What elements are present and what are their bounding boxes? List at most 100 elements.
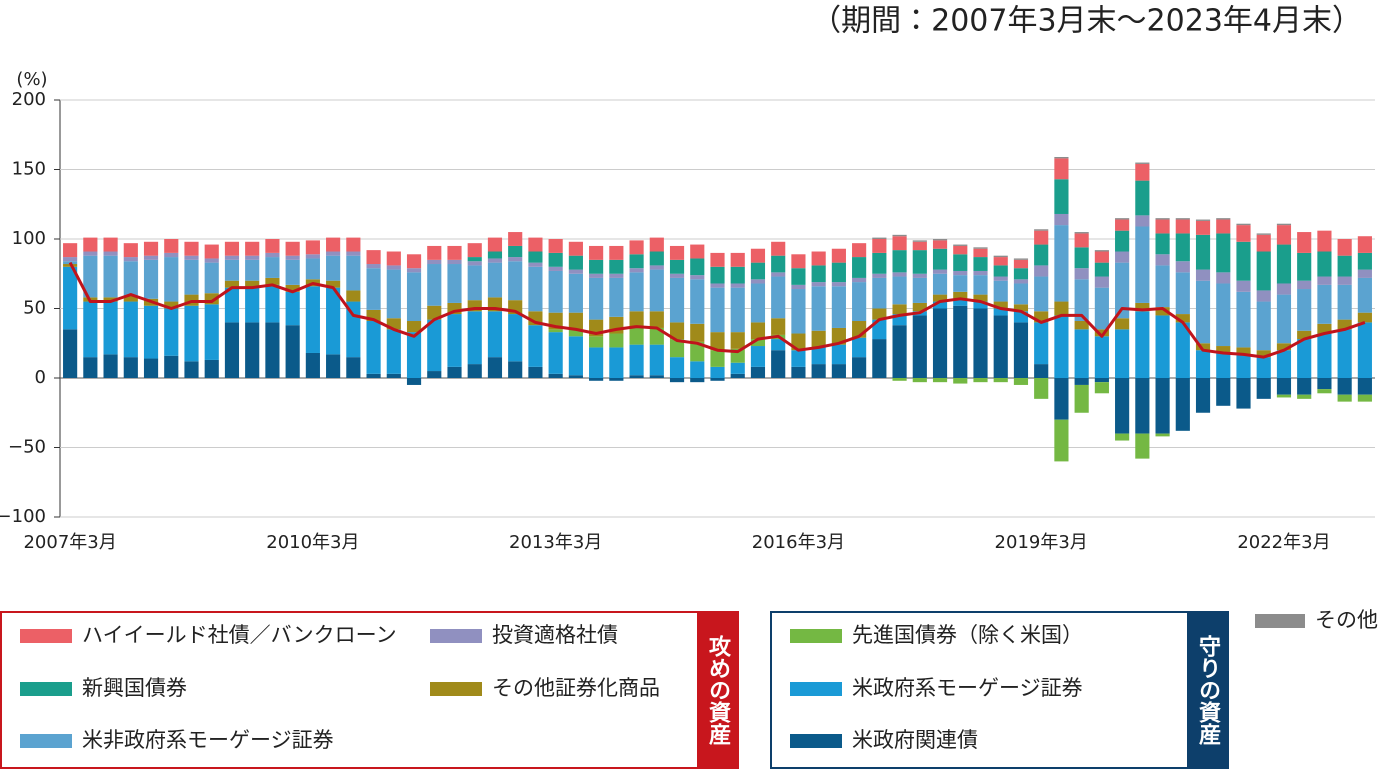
bar-segment	[508, 257, 523, 262]
bar-segment	[204, 262, 219, 294]
bar-segment	[548, 332, 563, 374]
bar-segment	[993, 255, 1008, 258]
bar-segment	[1135, 378, 1150, 434]
bar-segment	[690, 323, 705, 342]
legend-group-label: 守りの資産	[1195, 635, 1221, 746]
bar-segment	[1337, 329, 1352, 378]
bar-segment	[1115, 218, 1130, 220]
bar-segment	[447, 259, 462, 265]
bar-segment	[831, 286, 846, 328]
bar-segment	[1276, 223, 1292, 226]
bar-segment	[973, 308, 988, 378]
bar-segment	[1357, 252, 1372, 270]
bar-segment	[1054, 419, 1069, 462]
bar-segment	[1175, 219, 1190, 234]
bar-segment	[750, 279, 766, 284]
bar-segment	[1115, 329, 1130, 378]
bar-segment	[487, 262, 503, 298]
bar-segment	[669, 245, 685, 260]
legend-swatch	[20, 629, 72, 643]
y-tick-label: 50	[23, 298, 46, 319]
bar-segment	[265, 322, 280, 378]
bar-segment	[872, 273, 887, 278]
bar-segment	[386, 269, 401, 319]
bar-segment	[649, 311, 664, 328]
bar-segment	[1256, 290, 1271, 302]
y-tick-label: 0	[35, 367, 46, 388]
bar-segment	[326, 251, 341, 256]
bar-segment	[1297, 394, 1312, 399]
bar-segment	[1216, 218, 1231, 220]
bar-segment	[1317, 333, 1332, 378]
bar-segment	[508, 261, 523, 301]
bar-segment	[609, 378, 624, 381]
bar-segment	[1013, 279, 1029, 284]
bar-segment	[1115, 318, 1130, 330]
bar-segment	[1054, 315, 1069, 378]
bar-segment	[629, 344, 644, 376]
bar-segment	[568, 375, 583, 378]
bar-segment	[750, 339, 766, 347]
bar-segment	[892, 234, 907, 237]
bar-segment	[265, 239, 280, 253]
bar-segment	[548, 329, 563, 333]
bar-segment	[346, 290, 361, 302]
bar-segment	[346, 251, 361, 256]
bar-segment	[224, 287, 240, 323]
bar-segment	[730, 283, 745, 288]
bar-segment	[912, 240, 927, 242]
bar-segment	[103, 251, 118, 256]
bar-segment	[953, 275, 968, 292]
bar-segment	[831, 327, 846, 345]
bar-segment	[973, 301, 988, 309]
bar-segment	[1054, 378, 1069, 420]
bar-segment	[245, 241, 260, 256]
bar-segment	[872, 308, 887, 320]
legend-group-label: 攻めの資産	[705, 634, 731, 746]
bar-segment	[831, 282, 846, 287]
bar-segment	[912, 315, 927, 378]
bar-segment	[508, 361, 523, 378]
bar-segment	[204, 359, 219, 378]
bar-segment	[164, 252, 179, 258]
bar-segment	[285, 291, 300, 326]
bar-segment	[467, 257, 482, 262]
bar-segment	[1357, 322, 1372, 378]
bar-segment	[1195, 343, 1211, 351]
bar-segment	[892, 378, 907, 381]
bar-segment	[932, 239, 948, 241]
bar-segment	[1135, 226, 1150, 303]
bar-segment	[1155, 219, 1170, 234]
bar-segment	[1195, 219, 1211, 221]
bar-segment	[771, 339, 786, 351]
bar-segment	[1317, 230, 1332, 252]
bar-segment	[1074, 247, 1089, 269]
bar-segment	[366, 309, 381, 322]
bar-segment	[1074, 232, 1089, 234]
legend-label: 米政府系モーゲージ証券	[852, 676, 1083, 700]
bar-segment	[1094, 336, 1109, 378]
bar-segment	[1216, 378, 1231, 406]
bar-segment	[1337, 239, 1352, 256]
bar-segment	[791, 268, 806, 285]
bar-segment	[629, 254, 644, 269]
bar-segment	[589, 259, 604, 274]
bar-segment	[123, 243, 138, 258]
bar-segment	[1013, 378, 1029, 385]
bar-segment	[690, 279, 705, 324]
bar-segment	[1034, 230, 1049, 245]
bar-segment	[669, 378, 685, 383]
bar-segment	[164, 239, 179, 253]
bar-segment	[669, 277, 685, 323]
bar-segment	[467, 364, 482, 378]
bar-segment	[143, 358, 159, 378]
bar-segment	[1155, 254, 1170, 266]
bar-segment	[973, 378, 988, 383]
bar-segment	[993, 308, 1008, 316]
bar-segment	[629, 268, 644, 273]
bar-segment	[548, 266, 563, 271]
bar-segment	[912, 250, 927, 274]
bar-segment	[1013, 311, 1029, 323]
bar-segment	[831, 262, 846, 283]
